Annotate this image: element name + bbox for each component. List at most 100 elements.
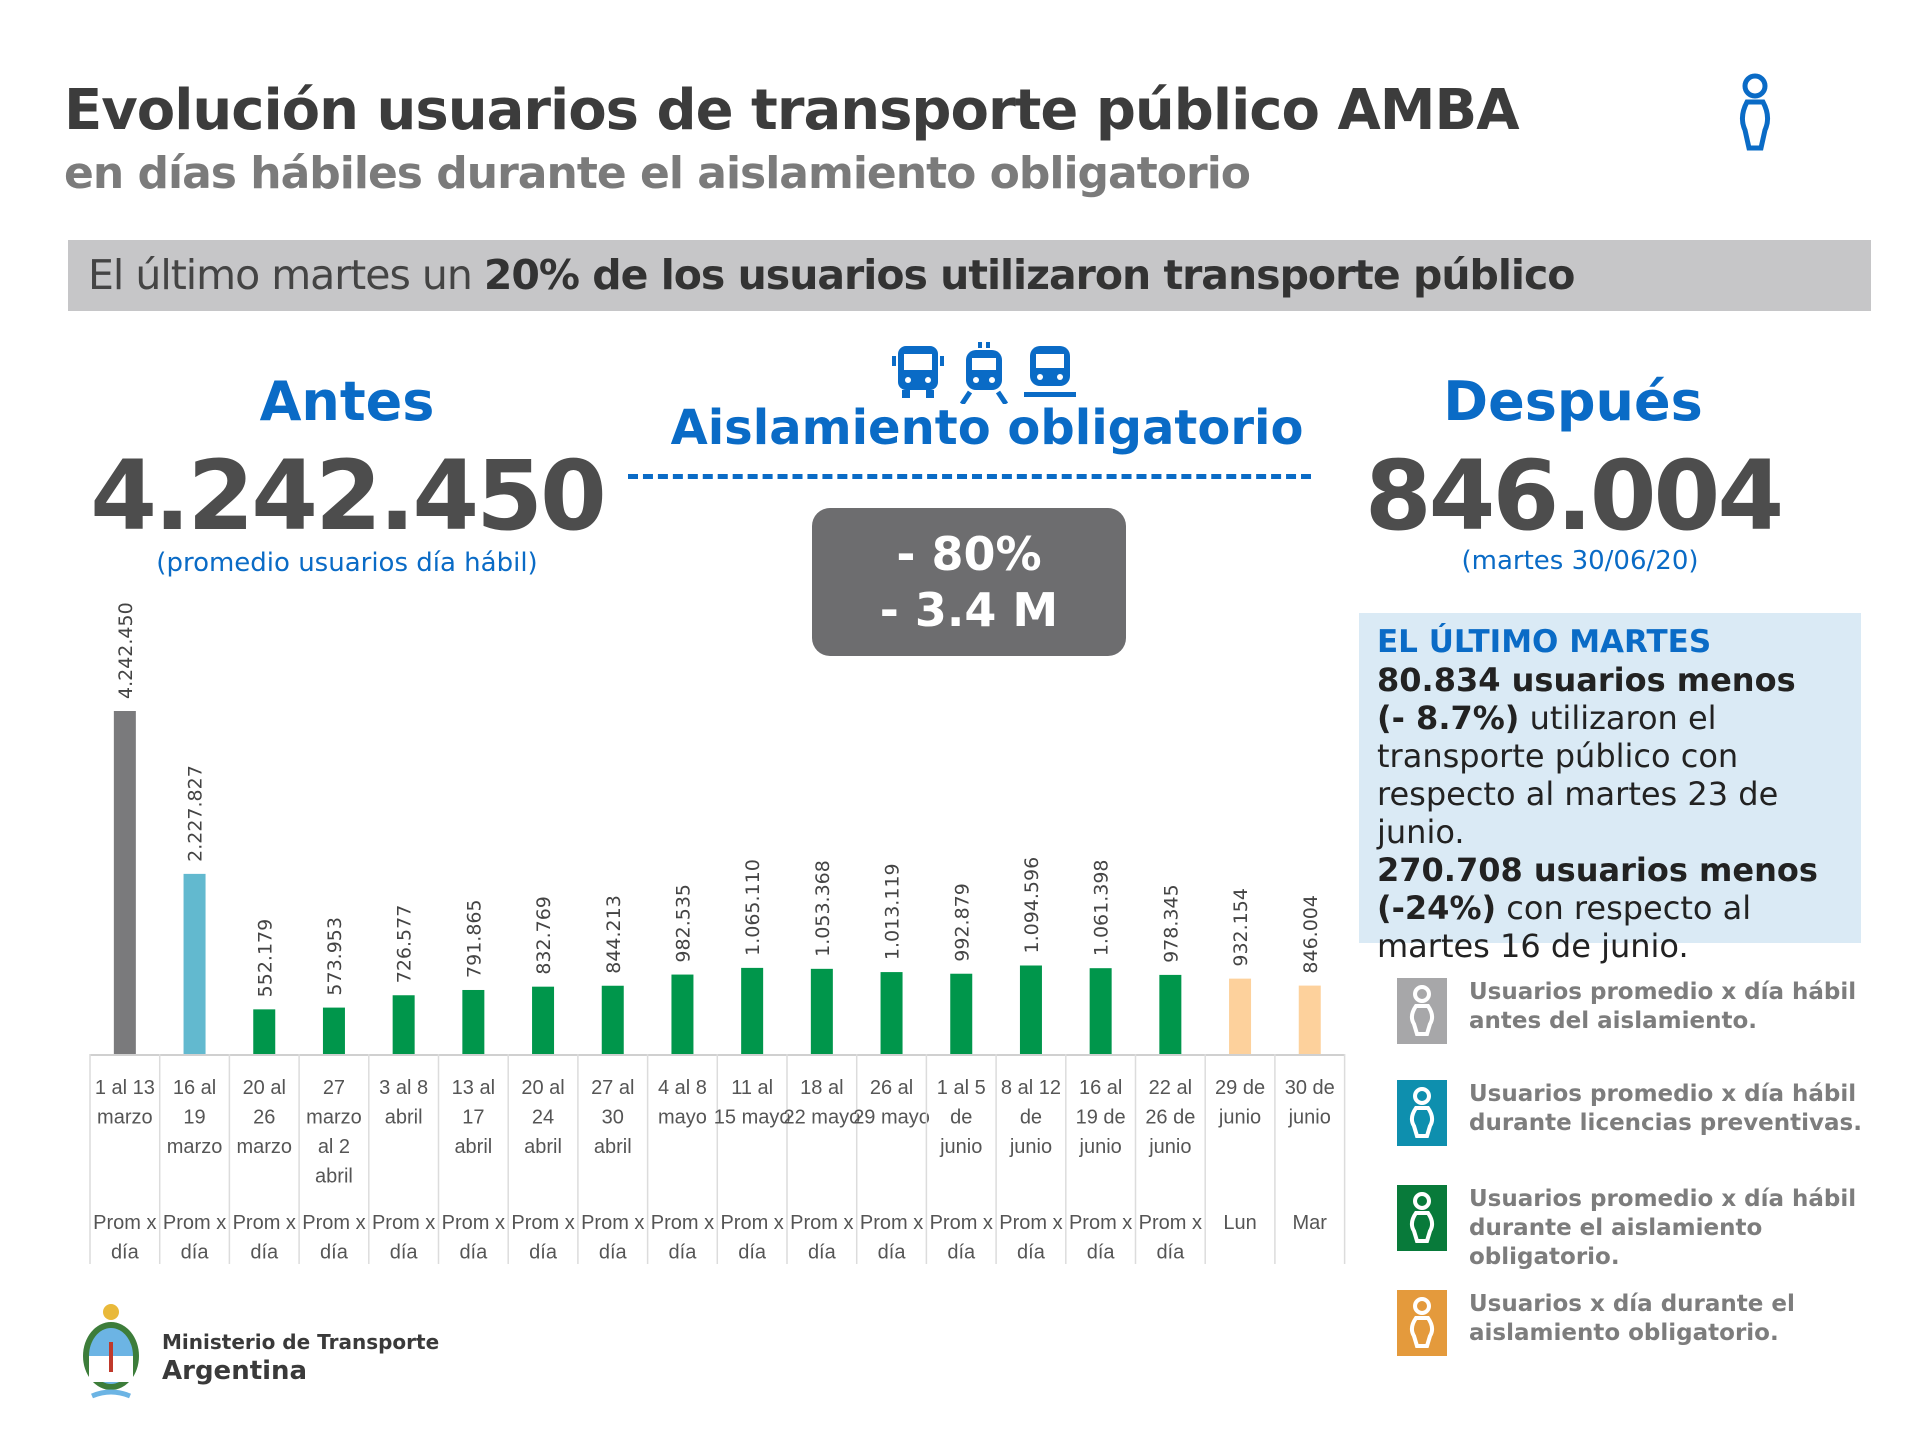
value-label: 1.061.398 xyxy=(1091,859,1113,956)
page-subtitle: en días hábiles durante el aislamiento o… xyxy=(64,148,1251,199)
value-label: 726.577 xyxy=(394,905,416,984)
category-label: 18 al 22 mayo xyxy=(783,1077,860,1129)
value-label: 573.953 xyxy=(324,917,346,996)
value-label: 791.865 xyxy=(463,899,485,978)
reduction-box: - 80% - 3.4 M xyxy=(812,508,1126,656)
bar xyxy=(741,967,764,1054)
category-label: 29 de junio xyxy=(1215,1077,1265,1129)
banner-text: El último martes un xyxy=(88,251,484,299)
legend-person-icon xyxy=(1397,1290,1447,1356)
transport-icons xyxy=(890,342,1078,404)
bar xyxy=(1229,978,1252,1054)
value-label: 1.065.110 xyxy=(742,859,764,956)
value-label: 1.094.596 xyxy=(1021,857,1043,954)
info-stat-2: 270.708 usuarios menos xyxy=(1377,851,1818,889)
period-type-label: Prom x día xyxy=(233,1212,296,1264)
despues-value: 846.004 xyxy=(1364,440,1784,552)
info-text-2: con respecto al martes 16 de junio. xyxy=(1377,889,1752,965)
bar xyxy=(1089,968,1112,1054)
value-label: 4.242.450 xyxy=(115,602,137,699)
info-pct-1: (- 8.7%) xyxy=(1377,699,1520,737)
category-label: 30 de junio xyxy=(1285,1077,1335,1129)
period-type-label: Prom x día xyxy=(930,1212,993,1264)
category-label: 22 al 26 de junio xyxy=(1145,1077,1195,1158)
category-label: 8 al 12 de junio xyxy=(1001,1077,1061,1158)
aislamiento-label: Aislamiento obligatorio xyxy=(670,400,1304,456)
period-type-label: Prom x día xyxy=(860,1212,923,1264)
period-type-label: Lun xyxy=(1223,1212,1256,1234)
antes-label: Antes xyxy=(259,370,435,433)
bar xyxy=(462,989,485,1054)
period-type-label: Prom x día xyxy=(651,1212,714,1264)
period-type-label: Prom x día xyxy=(1139,1212,1202,1264)
period-type-label: Prom x día xyxy=(442,1212,505,1264)
value-label: 2.227.827 xyxy=(185,765,207,862)
antes-value: 4.242.450 xyxy=(90,440,607,552)
value-label: 1.013.119 xyxy=(882,863,904,960)
legend-person-icon xyxy=(1397,1185,1447,1251)
person-icon xyxy=(1739,73,1771,151)
antes-note: (promedio usuarios día hábil) xyxy=(156,548,538,578)
category-label: 16 al 19 de junio xyxy=(1076,1077,1126,1158)
category-label: 20 al 26 marzo xyxy=(236,1077,292,1158)
period-type-label: Prom x día xyxy=(581,1212,644,1264)
category-label: 27 marzo al 2 abril xyxy=(306,1077,362,1188)
bar xyxy=(671,974,694,1054)
argentina-coat-of-arms-logo xyxy=(83,1304,139,1399)
legend-item: Usuarios promedio x día hábil durante el… xyxy=(1397,1185,1897,1272)
despues-label: Después xyxy=(1443,370,1703,433)
category-label: 26 al 29 mayo xyxy=(853,1077,930,1129)
value-label: 978.345 xyxy=(1160,884,1182,963)
period-type-label: Prom x día xyxy=(999,1212,1062,1264)
period-type-label: Mar xyxy=(1293,1212,1328,1234)
legend-person-icon xyxy=(1397,978,1447,1044)
despues-note: (martes 30/06/20) xyxy=(1461,546,1699,576)
category-label: 1 al 5 de junio xyxy=(937,1077,986,1158)
value-label: 552.179 xyxy=(254,919,276,998)
bar xyxy=(392,995,415,1054)
logo-ministry: Ministerio de Transporte xyxy=(162,1330,440,1354)
info-stat-1: 80.834 usuarios menos xyxy=(1377,661,1796,699)
category-label: 3 al 8 abril xyxy=(379,1077,428,1129)
bar xyxy=(532,986,555,1054)
legend-label: Usuarios promedio x día hábil antes del … xyxy=(1469,979,1857,1034)
bar xyxy=(1159,974,1182,1054)
bar xyxy=(810,968,833,1054)
dashed-divider xyxy=(628,474,1311,479)
value-label: 932.154 xyxy=(1230,888,1252,967)
category-label: 4 al 8 mayo xyxy=(658,1077,707,1129)
legend-item: Usuarios x día durante el aislamiento ob… xyxy=(1397,1290,1897,1356)
value-label: 846.004 xyxy=(1300,895,1322,974)
bar xyxy=(1298,985,1321,1054)
bar xyxy=(322,1007,345,1054)
info-text-1: utilizaron el transporte público con res… xyxy=(1377,699,1779,851)
category-label: 13 al 17 abril xyxy=(452,1077,495,1158)
legend-label: Usuarios x día durante el aislamiento ob… xyxy=(1469,1291,1795,1346)
period-type-label: Prom x día xyxy=(163,1212,226,1264)
value-label: 982.535 xyxy=(672,884,694,963)
bus-icon xyxy=(892,346,944,398)
period-type-label: Prom x día xyxy=(302,1212,365,1264)
reduction-absolute: - 3.4 M xyxy=(879,583,1059,637)
headline-banner: El último martes un 20% de los usuarios … xyxy=(68,240,1871,311)
bar xyxy=(950,973,973,1054)
reduction-percent: - 80% xyxy=(896,527,1042,581)
category-label: 11 al 15 mayo xyxy=(714,1077,791,1129)
bar xyxy=(601,985,624,1054)
value-label: 844.213 xyxy=(603,895,625,974)
period-type-label: Prom x día xyxy=(511,1212,574,1264)
value-label: 832.769 xyxy=(533,896,555,975)
info-box: EL ÚLTIMO MARTES 80.834 usuarios menos (… xyxy=(1359,613,1861,965)
info-pct-2: (-24%) xyxy=(1377,889,1497,927)
page-title: Evolución usuarios de transporte público… xyxy=(64,78,1520,143)
category-label: 1 al 13 marzo xyxy=(95,1077,155,1129)
legend-label: Usuarios promedio x día hábil durante el… xyxy=(1469,1186,1857,1270)
train-icon xyxy=(959,342,1009,404)
legend-item: Usuarios promedio x día hábil antes del … xyxy=(1397,978,1897,1044)
period-type-label: Prom x día xyxy=(1069,1212,1132,1264)
bar xyxy=(253,1009,276,1054)
bar xyxy=(183,873,206,1054)
tram-icon xyxy=(1024,346,1076,397)
legend-label: Usuarios promedio x día hábil durante li… xyxy=(1469,1081,1862,1136)
